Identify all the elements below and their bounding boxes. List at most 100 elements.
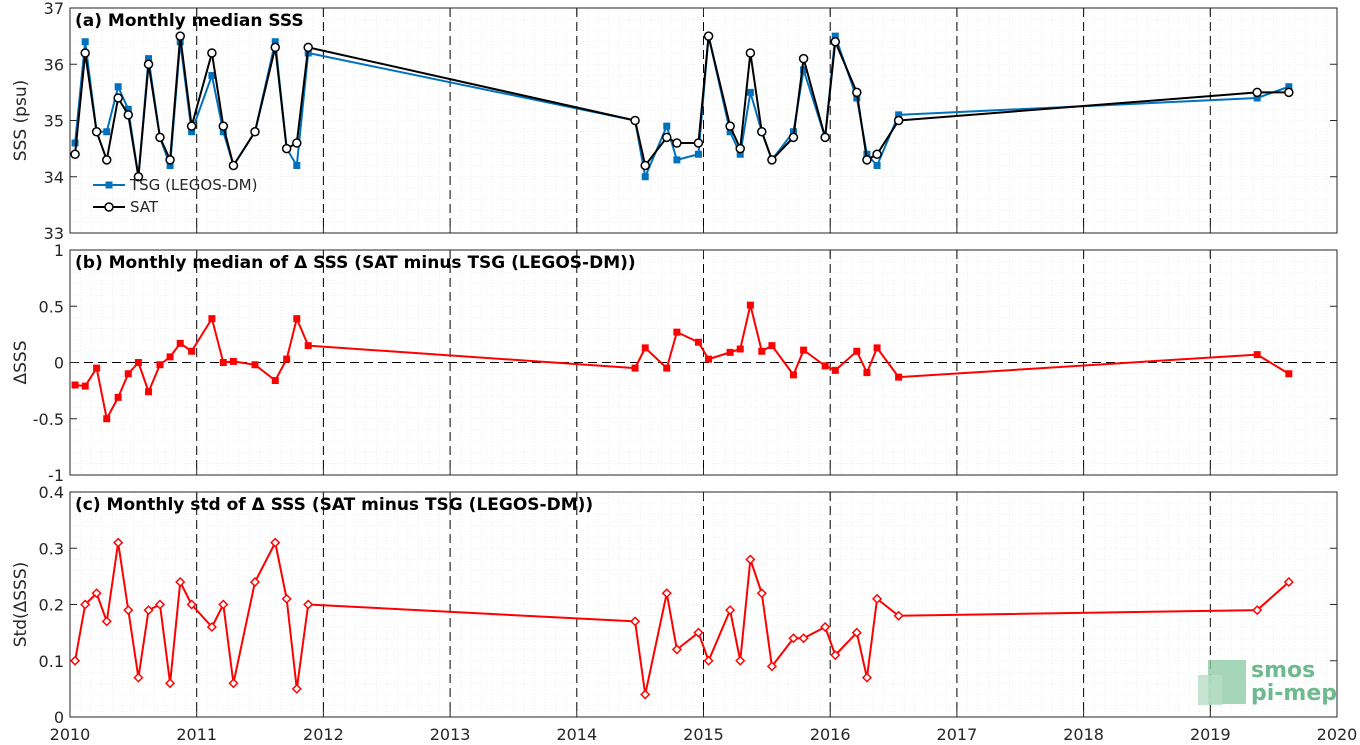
y-tick-label: 0 — [54, 354, 64, 373]
data-point — [861, 672, 873, 683]
data-point — [736, 345, 744, 353]
y-axis-label: Std(ΔSSS) — [11, 562, 31, 648]
data-point — [672, 138, 682, 148]
y-tick-label: 0 — [54, 708, 64, 727]
data-point — [663, 122, 671, 130]
data-point — [830, 37, 841, 47]
data-point — [641, 344, 649, 352]
data-point — [831, 366, 839, 374]
data-point — [103, 128, 111, 136]
data-point — [895, 373, 903, 381]
data-point — [758, 347, 766, 355]
data-point — [123, 110, 134, 120]
data-point — [91, 588, 102, 599]
data-point — [853, 347, 861, 355]
legend-label: TSG (LEGOS-DM) — [129, 176, 257, 194]
y-axis-label: SSS (psu) — [11, 80, 31, 161]
logo-line2: pi-mep — [1251, 681, 1337, 706]
data-point — [745, 554, 756, 565]
panel-3: 0 0.1 0.2 0.3 0.4 2010 2011 2012 2013 2014 2015 201… — [11, 483, 1357, 744]
data-point — [283, 355, 291, 363]
data-point — [81, 38, 89, 46]
data-point — [661, 588, 672, 599]
data-point — [757, 127, 767, 137]
data-point — [113, 537, 124, 548]
data-point — [703, 31, 714, 41]
series-1 — [71, 301, 1293, 423]
y-tick-label: 0.3 — [39, 539, 64, 558]
data-point — [725, 121, 735, 131]
x-tick-label: 2011 — [176, 725, 217, 744]
data-point — [101, 155, 112, 165]
panel-title: (a) Monthly median SSS — [75, 11, 304, 31]
y-tick-label: 36 — [44, 55, 64, 74]
data-point — [746, 88, 754, 96]
panel-title: (c) Monthly std of Δ SSS (SAT minus TSG … — [75, 495, 593, 515]
data-point — [229, 357, 237, 365]
data-point — [630, 115, 640, 126]
data-point — [124, 370, 132, 378]
data-point — [735, 143, 745, 154]
x-tick-label: 2012 — [303, 725, 344, 744]
data-point — [863, 369, 871, 377]
x-tick-label: 2017 — [937, 725, 978, 744]
data-point — [176, 339, 184, 347]
y-tick-label: 34 — [44, 168, 64, 187]
y-tick-label: 1 — [54, 241, 64, 260]
data-point — [103, 415, 111, 423]
x-tick-label: 2018 — [1063, 725, 1104, 744]
data-point — [693, 138, 704, 148]
panels-group: 33 34 35 36 37 SSS (psu) (a) Monthly median SS… — [11, 0, 1357, 744]
y-tick-label: 0.5 — [39, 297, 64, 316]
data-point — [820, 621, 831, 633]
legend: TSG (LEGOS-DM) SAT — [93, 176, 257, 216]
data-point — [1284, 87, 1294, 98]
legend-marker — [104, 202, 114, 212]
data-point — [228, 678, 239, 689]
panel-title: (b) Monthly median of Δ SSS (SAT minus T… — [75, 253, 636, 273]
data-point — [80, 48, 90, 58]
data-point — [872, 593, 883, 604]
data-point — [705, 355, 713, 363]
data-point — [154, 599, 166, 610]
x-tick-label: 2016 — [810, 725, 851, 744]
y-axis-label: ΔSSS — [11, 340, 31, 384]
data-point — [165, 678, 176, 689]
data-point — [873, 162, 881, 169]
data-point — [175, 576, 186, 588]
data-point — [143, 59, 154, 69]
data-point — [91, 127, 102, 137]
data-point — [788, 633, 799, 644]
panel-1: 33 34 35 36 37 SSS (psu) (a) Monthly median SS… — [11, 0, 1338, 243]
x-tick-label: 2013 — [430, 725, 471, 744]
data-point — [93, 364, 101, 372]
y-tick-label: 33 — [44, 224, 64, 243]
data-point — [1252, 87, 1262, 98]
y-tick-label: 0.4 — [39, 483, 64, 502]
data-point — [694, 150, 702, 158]
series-2 — [70, 31, 1294, 182]
legend-label: SAT — [130, 198, 159, 216]
data-point — [70, 149, 80, 159]
data-point — [156, 361, 164, 369]
data-point — [270, 537, 281, 548]
data-point — [862, 155, 872, 165]
data-point — [71, 381, 79, 389]
data-point — [165, 155, 175, 165]
data-point — [1285, 370, 1293, 378]
data-point — [291, 683, 302, 694]
y-tick-label: 0.2 — [39, 596, 64, 615]
data-point — [228, 160, 239, 171]
data-point — [270, 42, 281, 53]
data-point — [145, 388, 153, 396]
data-point — [143, 605, 154, 616]
y-tick-label: -0.5 — [33, 410, 64, 429]
data-point — [630, 616, 641, 627]
y-tick-label: 0.1 — [39, 652, 64, 671]
data-point — [303, 599, 314, 610]
data-point — [303, 42, 313, 53]
data-point — [767, 155, 777, 165]
data-point — [218, 121, 229, 131]
data-point — [249, 576, 261, 588]
